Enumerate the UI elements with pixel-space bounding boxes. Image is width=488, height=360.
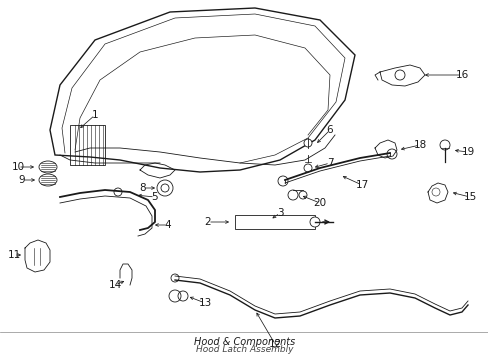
Text: 15: 15 bbox=[463, 192, 476, 202]
Text: 11: 11 bbox=[7, 250, 20, 260]
Ellipse shape bbox=[39, 174, 57, 186]
Text: 20: 20 bbox=[313, 198, 326, 208]
Text: 2: 2 bbox=[204, 217, 211, 227]
Text: 5: 5 bbox=[151, 192, 158, 202]
Circle shape bbox=[309, 217, 319, 227]
Text: 16: 16 bbox=[454, 70, 468, 80]
Circle shape bbox=[114, 188, 122, 196]
Circle shape bbox=[278, 176, 287, 186]
Circle shape bbox=[304, 139, 311, 147]
Text: 4: 4 bbox=[164, 220, 171, 230]
Ellipse shape bbox=[39, 161, 57, 173]
Text: 9: 9 bbox=[19, 175, 25, 185]
Text: 6: 6 bbox=[326, 125, 333, 135]
Circle shape bbox=[157, 180, 173, 196]
Text: Hood & Components: Hood & Components bbox=[193, 337, 295, 347]
Text: 3: 3 bbox=[276, 208, 283, 218]
Text: 1: 1 bbox=[92, 110, 98, 120]
Circle shape bbox=[298, 191, 306, 199]
Bar bbox=[235, 215, 314, 229]
Bar bbox=[70, 125, 105, 165]
Polygon shape bbox=[50, 8, 354, 172]
Text: 8: 8 bbox=[140, 183, 146, 193]
Circle shape bbox=[439, 140, 449, 150]
Text: 19: 19 bbox=[461, 147, 474, 157]
Text: 7: 7 bbox=[326, 158, 333, 168]
Text: 13: 13 bbox=[198, 298, 211, 308]
Circle shape bbox=[304, 164, 311, 172]
Circle shape bbox=[287, 190, 297, 200]
Circle shape bbox=[386, 149, 396, 159]
Text: 18: 18 bbox=[412, 140, 426, 150]
Text: 12: 12 bbox=[268, 339, 281, 349]
Text: 10: 10 bbox=[11, 162, 24, 172]
Text: 14: 14 bbox=[108, 280, 122, 290]
Text: Hood Latch Assembly: Hood Latch Assembly bbox=[195, 346, 293, 355]
Circle shape bbox=[171, 274, 179, 282]
Text: 17: 17 bbox=[355, 180, 368, 190]
